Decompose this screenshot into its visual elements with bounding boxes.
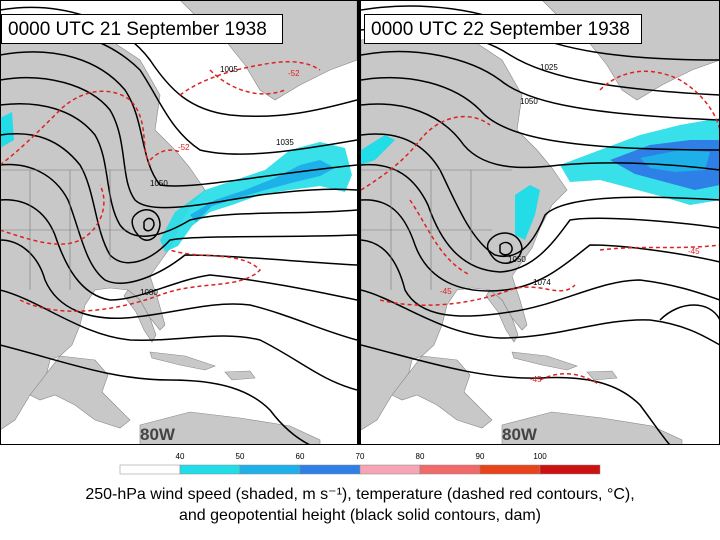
- land-hispaniola: [224, 370, 256, 381]
- land-south-america: [139, 411, 321, 445]
- height-label: 1050: [150, 179, 168, 188]
- land-central-america: [391, 355, 493, 429]
- jet-core-shading: [190, 160, 335, 222]
- caption-line-1: 250-hPa wind speed (shaded, m s⁻¹), temp…: [85, 486, 635, 503]
- right-map-panel: 1025 1050 1050 1074 -45 -45 -45: [361, 0, 720, 445]
- height-label: 1050: [520, 97, 538, 106]
- colorbar-tick-label: 50: [236, 452, 245, 461]
- jet-left-edge-shading: [0, 112, 14, 148]
- colorbar-box: [299, 464, 361, 475]
- colorbar-tick-label: 90: [476, 452, 485, 461]
- temperature-contours: [361, 70, 720, 386]
- land-florida: [485, 289, 519, 343]
- political-borders: [361, 169, 512, 290]
- longitude-label: 80W: [140, 425, 175, 444]
- colorbar-box: [359, 464, 421, 475]
- map-figure: 1005 1035 1050 1080 -52 -52: [0, 0, 720, 445]
- temperature-label: -45: [530, 375, 542, 384]
- colorbar-box: [479, 464, 541, 475]
- land-cuba: [511, 351, 578, 371]
- temperature-label: -45: [688, 247, 700, 256]
- height-label: 1050: [508, 255, 526, 264]
- height-label: 1025: [540, 63, 558, 72]
- colorbar-tick-label: 60: [296, 452, 305, 461]
- temperature-label: -45: [440, 287, 452, 296]
- colorbar-boxes: [119, 464, 601, 475]
- land-hispaniola: [586, 370, 618, 381]
- wind-speed-colorbar: 40 50 60 70 80 90 100: [119, 452, 601, 475]
- colorbar-box: [119, 464, 181, 475]
- left-map-panel: 1005 1035 1050 1080 -52 -52: [0, 0, 357, 445]
- map-canvas: 1005 1035 1050 1080 -52 -52: [0, 0, 720, 445]
- colorbar-tick-label: 80: [416, 452, 425, 461]
- jet-streak-shading-south: [515, 185, 540, 240]
- political-borders: [0, 169, 150, 290]
- temperature-label: -52: [288, 69, 300, 78]
- longitude-label: 80W: [502, 425, 537, 444]
- height-label: 1005: [220, 65, 238, 74]
- caption-line-2: and geopotential height (black solid con…: [179, 507, 541, 524]
- figure-caption: 250-hPa wind speed (shaded, m s⁻¹), temp…: [0, 484, 720, 526]
- land-south-america: [501, 411, 683, 445]
- panel-divider: [357, 0, 361, 445]
- colorbar-box: [539, 464, 601, 475]
- height-label: 1035: [276, 138, 294, 147]
- colorbar-tick-label: 70: [356, 452, 365, 461]
- colorbar-box: [419, 464, 481, 475]
- colorbar-tick-labels: 40 50 60 70 80 90 100: [176, 452, 548, 461]
- colorbar-box: [179, 464, 241, 475]
- colorbar-tick-label: 100: [533, 452, 547, 461]
- height-label: 1074: [533, 278, 551, 287]
- colorbar-tick-label: 40: [176, 452, 185, 461]
- temperature-label: -52: [178, 143, 190, 152]
- land-cuba: [149, 351, 216, 371]
- left-panel-title: 0000 UTC 21 September 1938: [1, 14, 283, 44]
- jet-left-edge-shading: [361, 135, 395, 165]
- land-central-america: [29, 355, 131, 429]
- height-label: 1080: [140, 288, 158, 297]
- right-panel-title: 0000 UTC 22 September 1938: [364, 14, 642, 44]
- temperature-contours: [0, 60, 321, 312]
- colorbar-box: [239, 464, 301, 475]
